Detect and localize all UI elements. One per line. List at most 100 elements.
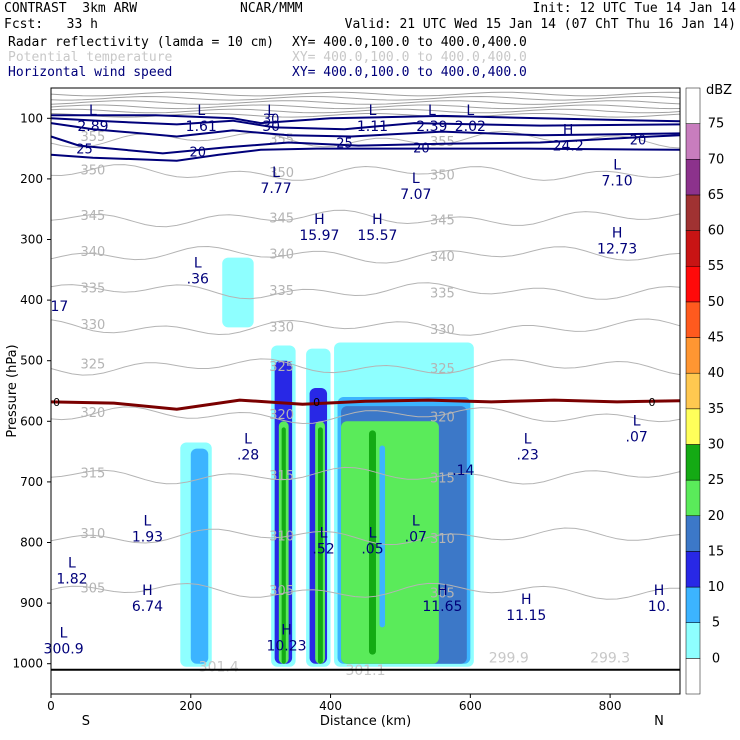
field-xy-reflectivity: XY= 400.0,100.0 to 400.0,400.0: [292, 35, 527, 50]
colorbar-swatch-40: [685, 372, 701, 410]
colorbar-label-0: 0: [712, 651, 720, 666]
extremum-value-16: .07: [626, 429, 648, 445]
freezing-level-label-0: 0: [53, 396, 60, 409]
header-init: Init: 12 UTC Tue 14 Jan 14: [532, 1, 737, 16]
extremum-value-6: 24.2: [553, 138, 584, 154]
extremum-value-13: .36: [187, 272, 209, 288]
theta-label-335-2: 335: [430, 286, 455, 301]
extremum-value-2: 30: [262, 119, 280, 135]
extra-label-5: 299.3: [590, 651, 630, 667]
x-tick-label-600: 600: [459, 699, 482, 713]
x-end-label-north: N: [654, 714, 664, 729]
extremum-letter-25: H: [654, 583, 665, 599]
colorbar-swatch-35: [685, 408, 701, 445]
colorbar-label-45: 45: [708, 331, 725, 346]
colorbar-swatch-20: [685, 515, 701, 552]
theta-contour-305: [50, 582, 681, 600]
theta-contour-350: [50, 164, 681, 181]
wind-contour-3: [50, 134, 681, 155]
colorbar-label-60: 60: [708, 224, 725, 239]
theta-label-330-1: 330: [269, 320, 294, 335]
extremum-letter-7: L: [272, 165, 280, 181]
extremum-value-25: 10.: [648, 599, 670, 615]
extremum-letter-23: H: [437, 583, 448, 599]
wind-contour-0: [51, 114, 681, 125]
extremum-letter-13: L: [194, 256, 202, 272]
extremum-value-24: 11.15: [506, 608, 546, 624]
colorbar-label-35: 35: [708, 402, 725, 417]
extremum-letter-9: L: [613, 158, 621, 174]
colorbar-layer: dBZ 0 5 10 15 20 25 30 35 40 45 50 55 60 65 70 75: [685, 83, 732, 695]
colorbar-swatch-0: [685, 658, 701, 695]
theta-contour-335: [50, 282, 681, 300]
extremum-value-26: 10.23: [266, 638, 306, 654]
colorbar-swatch-15: [685, 551, 701, 588]
colorbar-swatch-70: [685, 159, 701, 196]
y-tick-label-400: 400: [20, 293, 43, 307]
wind-contour-label-5: 20: [630, 134, 647, 149]
theta-label-315-0: 315: [81, 466, 106, 481]
theta-label-310-1: 310: [269, 529, 294, 544]
theta-label-305-2: 305: [430, 586, 455, 601]
extremum-letter-14: L: [244, 431, 252, 447]
freezing-level-label-2: 0: [649, 396, 656, 409]
colorbar-swatch-75: [685, 123, 701, 160]
theta-contour-345: [50, 209, 681, 228]
theta-contour-325: [50, 358, 681, 376]
y-tick-label-800: 800: [20, 536, 43, 550]
extremum-value-18: .07: [405, 529, 427, 545]
freezing-level-layer: 0 0 0: [50, 396, 681, 411]
y-tick-label-300: 300: [20, 233, 43, 247]
extremum-letter-24: H: [521, 592, 532, 608]
theta-label-320-2: 320: [430, 411, 455, 426]
wind-contour-4: [50, 147, 681, 162]
theta-label-350-2: 350: [430, 168, 455, 183]
extremum-letter-20: L: [369, 525, 377, 541]
colorbar-label-50: 50: [708, 295, 725, 310]
colorbar-label-65: 65: [708, 188, 725, 203]
colorbar-swatch-50: [685, 301, 701, 338]
y-tick-label-200: 200: [20, 172, 43, 186]
theta-contour-320: [50, 406, 681, 425]
y-tick-label-100: 100: [20, 111, 43, 125]
x-tick-label-0: 0: [47, 699, 55, 713]
header-center: NCAR/MMM: [240, 1, 303, 16]
extremum-letter-21: L: [68, 556, 76, 572]
extremum-value-7: 7.77: [260, 181, 291, 197]
colorbar-swatch-45: [685, 337, 701, 374]
theta-label-330-2: 330: [430, 323, 455, 338]
extremum-value-22: 6.74: [132, 599, 163, 615]
extra-label-2: 301.4: [199, 660, 239, 676]
colorbar-label-55: 55: [708, 259, 725, 274]
extremum-letter-8: L: [412, 171, 420, 187]
extremum-letter-16: L: [633, 413, 641, 429]
theta-label-350-0: 350: [81, 163, 106, 178]
theta-upper-band-0: [50, 91, 681, 97]
theta-upper-band-2: [50, 100, 681, 105]
field-label-wind: Horizontal wind speed: [8, 65, 173, 80]
extremum-value-4: 2.39: [416, 119, 447, 135]
theta-label-350-1: 350: [269, 166, 294, 181]
extremum-value-8: 7.07: [400, 187, 431, 203]
y-tick-label-600: 600: [20, 414, 43, 428]
theta-label-345-1: 345: [269, 211, 294, 226]
theta-contour-310: [50, 527, 681, 546]
extremum-letter-19: L: [320, 525, 328, 541]
jet-layer: 25 20 30 25 20 20: [50, 112, 681, 162]
y-axis-label: Pressure (hPa): [5, 344, 20, 437]
theta-contour-330: [50, 318, 681, 336]
plot-frame: [50, 87, 681, 695]
reflectivity-cell-2: [222, 257, 254, 328]
theta-label-355-2: 355: [430, 135, 455, 150]
colorbar-swatch-10: [685, 586, 701, 623]
reflectivity-cell-16: [379, 445, 386, 628]
header-valid: Valid: 21 UTC Wed 15 Jan 14 (07 ChT Thu …: [344, 17, 736, 32]
colorbar-label-40: 40: [708, 366, 725, 381]
colorbar-label-75: 75: [708, 117, 725, 132]
freezing-level-line: [50, 398, 681, 411]
extremum-value-19: .52: [312, 541, 334, 557]
extremum-value-1: 1.61: [186, 119, 217, 135]
extremum-value-0: 2.89: [77, 119, 108, 135]
